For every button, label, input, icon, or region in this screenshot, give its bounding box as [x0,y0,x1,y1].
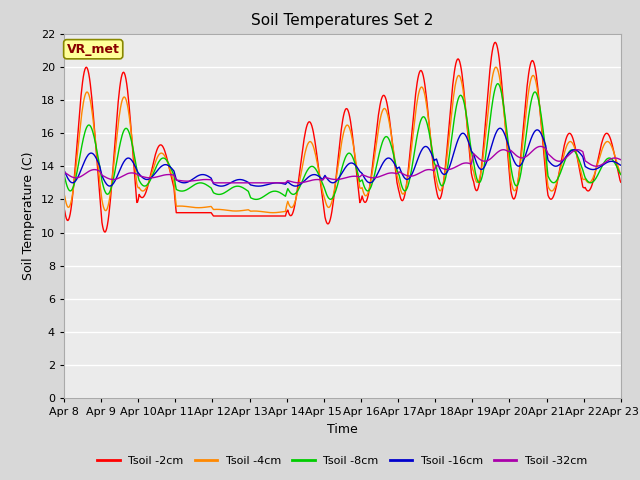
Title: Soil Temperatures Set 2: Soil Temperatures Set 2 [252,13,433,28]
Y-axis label: Soil Temperature (C): Soil Temperature (C) [22,152,35,280]
X-axis label: Time: Time [327,423,358,436]
Text: VR_met: VR_met [67,43,120,56]
Legend: Tsoil -2cm, Tsoil -4cm, Tsoil -8cm, Tsoil -16cm, Tsoil -32cm: Tsoil -2cm, Tsoil -4cm, Tsoil -8cm, Tsoi… [93,451,592,470]
